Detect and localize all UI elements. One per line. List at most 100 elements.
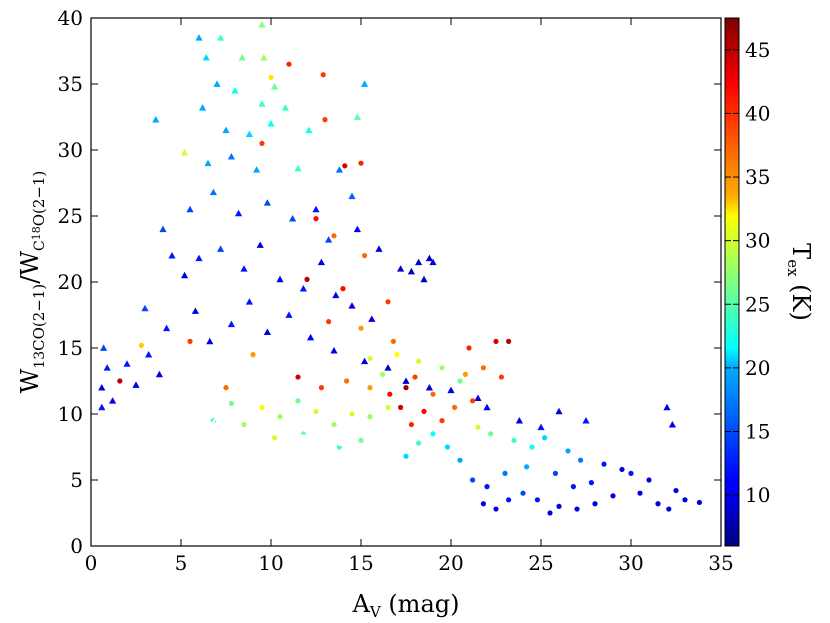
data-point-circle [403,453,409,459]
x-axis: 0 5 10 15 20 25 30 35 [85,18,734,575]
data-point-circle [272,435,278,441]
data-point-triangle [420,275,428,283]
data-point-circle [259,140,265,146]
data-point-circle [493,506,499,512]
y-tick-label: 0 [70,534,83,558]
colorbar: 10 15 20 25 30 35 40 45 [724,17,770,547]
data-point-triangle [235,209,243,217]
colorbar-tick-label: 25 [745,292,770,316]
data-point-circle [322,117,328,123]
data-point-circle [340,286,346,292]
data-point-triangle [397,265,405,272]
data-point-circle [466,345,472,351]
y-axis: 0 5 10 15 20 25 30 35 40 [58,6,721,558]
data-point-triangle [294,164,302,172]
data-point-circle [358,437,364,443]
data-point-circle [416,440,422,446]
data-point-triangle [555,407,563,415]
data-point-circle [223,385,229,391]
data-point-triangle [123,360,131,367]
x-tick-label: 30 [618,551,643,575]
data-point-triangle [263,199,271,206]
data-point-triangle [100,344,108,351]
data-points [98,21,703,516]
y-tick-label: 25 [58,204,83,228]
data-point-circle [398,404,404,410]
data-point-circle [570,484,577,490]
data-point-triangle [317,258,325,266]
data-point-circle [682,497,688,503]
data-point-circle [475,424,481,430]
colorbar-tick-label: 35 [745,165,770,189]
data-point-triangle [245,130,253,138]
data-point-circle [331,421,337,428]
svg-text:Tex (K): Tex (K) [784,243,815,321]
x-tick-label: 0 [85,551,98,575]
data-point-triangle [202,54,210,61]
data-point-circle [610,493,616,499]
data-point-triangle [206,337,214,345]
data-point-triangle [181,149,189,156]
data-point-triangle [582,417,590,424]
data-point-triangle [109,397,117,404]
data-point-triangle [305,126,313,134]
data-point-circle [295,398,301,404]
contour-line [243,459,336,505]
data-point-circle [268,74,274,80]
data-point-triangle [258,100,266,107]
contour-line [176,372,458,518]
x-tick-label: 35 [708,551,733,575]
data-point-triangle [312,205,320,213]
data-point-circle [439,418,445,424]
data-point-circle [666,506,672,512]
data-point-triangle [260,54,268,61]
colorbar-tick-label: 15 [745,419,770,443]
colorbar-tick-label: 20 [745,356,770,380]
data-point-circle [349,411,355,417]
data-point-circle [592,501,598,507]
data-point-triangle [238,54,246,61]
data-point-circle [470,477,476,483]
y-tick-label: 40 [58,6,83,30]
data-point-triangle [474,394,482,402]
svg-text:AV (mag): AV (mag) [352,590,460,621]
data-point-triangle [256,241,264,248]
x-tick-label: 10 [258,551,283,575]
data-point-triangle [299,285,307,292]
data-point-triangle [515,417,523,424]
data-point-triangle [217,34,225,41]
y-tick-label: 5 [70,468,83,492]
data-point-circle [385,299,391,305]
plot-frame [90,17,722,547]
data-point-circle [520,490,526,496]
data-point-triangle [348,192,356,200]
data-point-circle [556,503,562,509]
data-point-triangle [195,254,203,262]
data-point-circle [430,391,436,397]
data-point-triangle [141,304,149,312]
data-point-circle [313,408,319,414]
colorbar-tick-label: 30 [745,229,770,253]
data-point-circle [416,358,422,364]
data-point-triangle [222,126,230,134]
y-tick-label: 15 [58,336,83,360]
data-point-triangle [281,104,289,111]
data-point-triangle [253,166,261,173]
data-point-circle [326,319,332,325]
data-point-triangle [155,370,163,378]
data-point-triangle [98,384,106,391]
contour-line [219,472,371,496]
data-point-circle [506,497,512,503]
data-point-triangle [402,377,410,384]
data-point-triangle [240,265,248,272]
data-point-triangle [447,386,455,394]
data-point-triangle [204,159,212,167]
data-point-circle [452,404,458,410]
data-point-circle [470,398,476,404]
colorbar-gradient [724,17,740,547]
data-point-circle [318,385,324,391]
data-point-triangle [98,403,106,411]
data-point-circle [342,163,348,169]
data-point-circle [524,464,530,470]
contour-line [190,409,439,510]
